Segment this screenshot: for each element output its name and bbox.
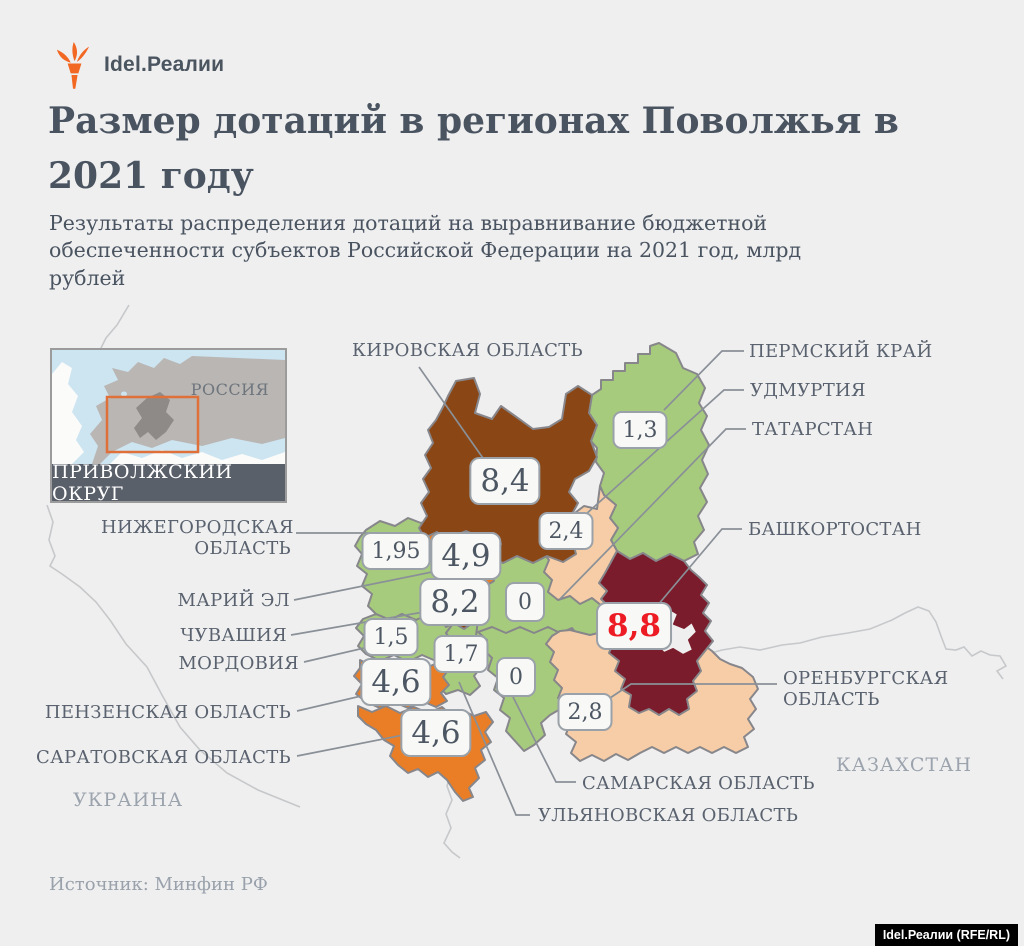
- label-ulyanovskaya: УЛЬЯНОВСКАЯ ОБЛАСТЬ: [538, 805, 799, 826]
- label-saratovskaya: САРАТОВСКАЯ ОБЛАСТЬ: [36, 747, 291, 768]
- value-badge-saratovskaya: 4,6: [400, 709, 472, 757]
- value-badge-bashkortostan: 8,8: [596, 602, 672, 650]
- label-kirovskaya: КИРОВСКАЯ ОБЛАСТЬ: [352, 340, 583, 361]
- page-title: Размер дотаций в регионах Поволжья в 202…: [48, 100, 899, 197]
- label-penzenskaya: ПЕНЗЕНСКАЯ ОБЛАСТЬ: [44, 702, 291, 723]
- inset-country-label: РОССИЯ: [190, 380, 269, 399]
- value-badge-mordovia: 1,5: [363, 618, 419, 656]
- label-mariel: МАРИЙ ЭЛ: [177, 590, 290, 611]
- value-badge-mariel: 4,9: [430, 532, 502, 580]
- russia-border-decor: [99, 304, 130, 351]
- label-nizhegorodskaya: НИЖЕГОРОДСКАЯ ОБЛАСТЬ: [101, 517, 294, 560]
- label-permsky: ПЕРМСКИЙ КРАЙ: [749, 341, 933, 362]
- locator-inset-map: РОССИЯ ПРИВОЛЖСКИЙ ОКРУГ: [50, 348, 287, 505]
- value-badge-chuvashia: 8,2: [419, 578, 491, 626]
- torch-icon: [56, 42, 90, 89]
- attribution-badge: Idel.Реалии (RFE/RL): [874, 924, 1018, 946]
- south-border: [443, 771, 461, 859]
- label-kazakhstan: КАЗАХСТАН: [836, 754, 973, 776]
- value-badge-ulyanovskaya: 1,7: [433, 635, 489, 673]
- leader-kirovskaya: [418, 366, 486, 462]
- region-shape-permsky: [588, 342, 710, 562]
- inset-highlight-rect: [105, 395, 200, 454]
- brand-name: Idel.Реалии: [104, 53, 225, 76]
- value-badge-penzenskaya: 4,6: [360, 658, 432, 706]
- label-mordovia: МОРДОВИЯ: [178, 653, 299, 674]
- value-badge-kirovskaya: 8,4: [469, 457, 541, 505]
- inset-map-graphic: [52, 350, 285, 464]
- value-badge-samarskaya: 0: [496, 657, 536, 697]
- leader-orenburgskaya: [606, 683, 777, 701]
- leader-mariel: [293, 570, 438, 601]
- label-udmurtia: УДМУРТИЯ: [750, 380, 866, 401]
- source-note: Источник: Минфин РФ: [49, 874, 268, 895]
- label-samarskaya: САМАРСКАЯ ОБЛАСТЬ: [582, 773, 815, 794]
- leader-bashkortostan: [656, 528, 742, 607]
- label-tatarstan: ТАТАРСТАН: [752, 419, 874, 440]
- label-bashkortostan: БАШКОРТОСТАН: [748, 519, 922, 540]
- label-chuvashia: ЧУВАШИЯ: [180, 625, 287, 646]
- value-badge-tatarstan: 0: [505, 582, 545, 622]
- inset-caption: ПРИВОЛЖСКИЙ ОКРУГ: [52, 461, 285, 505]
- value-badge-nizhegorodskaya: 1,95: [361, 532, 431, 570]
- value-badge-udmurtia: 2,4: [538, 512, 594, 550]
- value-badge-permsky: 1,3: [612, 411, 668, 449]
- label-orenburgskaya: ОРЕНБУРГСКАЯ ОБЛАСТЬ: [783, 668, 949, 711]
- page-subtitle: Результаты распределения дотаций на выра…: [49, 211, 802, 290]
- label-ukraine: УКРАИНА: [73, 789, 184, 811]
- value-badge-orenburgskaya: 2,8: [557, 693, 613, 731]
- brand-logo: Idel.Реалии: [50, 40, 224, 90]
- leader-permsky: [663, 350, 744, 411]
